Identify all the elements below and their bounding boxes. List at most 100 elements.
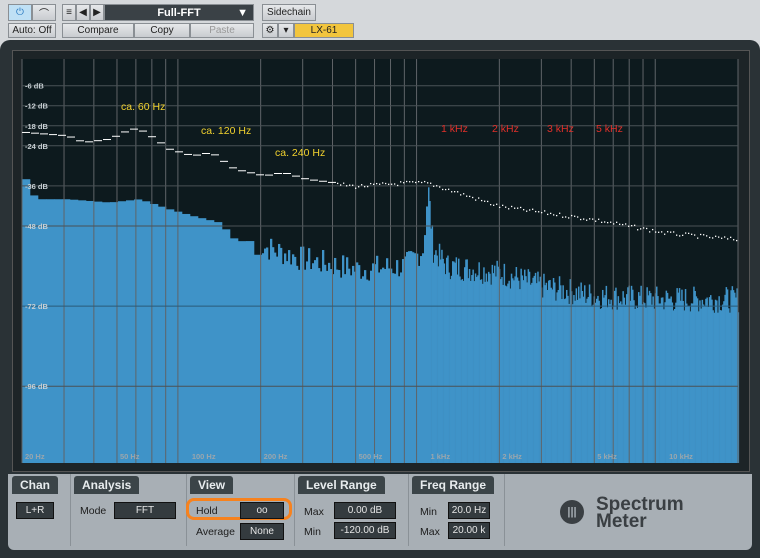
prev-preset-icon[interactable]: ◀ bbox=[76, 4, 90, 21]
spectrum-bar bbox=[513, 280, 515, 463]
spectrum-bar bbox=[551, 289, 554, 463]
bypass-curve-button[interactable]: ⌒ bbox=[32, 4, 56, 21]
peak-hold-mark bbox=[679, 235, 681, 237]
peak-hold-mark bbox=[484, 200, 486, 202]
chan-title: Chan bbox=[12, 476, 58, 494]
preset-dropdown[interactable]: Full-FFT ▼ bbox=[104, 4, 254, 21]
peak-hold-mark bbox=[637, 229, 639, 231]
hold-label: Hold bbox=[196, 505, 218, 517]
spectrum-bar bbox=[380, 269, 383, 463]
next-preset-icon[interactable]: ▶ bbox=[90, 4, 104, 21]
spectrum-bar bbox=[489, 273, 491, 463]
peak-hold-mark bbox=[562, 216, 564, 218]
spectrum-bar bbox=[278, 243, 281, 463]
spectrum-bar bbox=[430, 228, 432, 463]
spectrum-bar bbox=[198, 218, 207, 463]
spectrum-bar bbox=[546, 289, 549, 463]
mode-button[interactable]: FFT bbox=[114, 502, 176, 519]
spectrum-bar bbox=[308, 248, 311, 463]
preset-list-icon[interactable]: ≡ bbox=[62, 4, 76, 21]
peak-hold-mark bbox=[646, 227, 648, 230]
spectrum-bar bbox=[454, 262, 456, 463]
level-range-section: Level Range Max 0.00 dB Min -120.00 dB bbox=[294, 474, 409, 546]
spectrum-bar bbox=[730, 290, 732, 463]
y-tick-label: -12 dB bbox=[25, 102, 49, 111]
spectrum-bar bbox=[650, 293, 652, 463]
peak-hold-mark bbox=[418, 180, 420, 183]
spectrum-bar bbox=[376, 255, 379, 463]
compare-button[interactable]: Compare bbox=[62, 23, 134, 38]
device-label[interactable]: LX-61 bbox=[294, 23, 354, 38]
paste-button[interactable]: Paste bbox=[190, 23, 254, 38]
x-tick-label: 100 Hz bbox=[192, 452, 216, 461]
sidechain-button[interactable]: Sidechain bbox=[262, 4, 316, 21]
power-button[interactable]: ⏻ bbox=[8, 4, 32, 21]
peak-hold-mark bbox=[541, 211, 543, 214]
hold-button[interactable]: oo bbox=[240, 502, 284, 519]
x-tick-label: 2 kHz bbox=[502, 452, 522, 461]
spectrum-bar bbox=[627, 287, 629, 463]
peak-hold-mark bbox=[676, 234, 678, 236]
spectrum-bar bbox=[519, 289, 521, 463]
peak-hold-mark bbox=[631, 225, 633, 227]
peak-hold-mark bbox=[571, 214, 573, 217]
spectrum-bar bbox=[500, 279, 502, 463]
spectrum-bar bbox=[392, 273, 395, 463]
spectrum-bar bbox=[340, 277, 343, 463]
average-button[interactable]: None bbox=[240, 523, 284, 540]
automation-button[interactable]: Auto: Off bbox=[8, 23, 56, 38]
spectrum-bar bbox=[432, 262, 435, 463]
spectrum-bar bbox=[338, 270, 341, 463]
spectrum-bar bbox=[118, 201, 127, 463]
peak-hold-mark bbox=[478, 197, 480, 199]
control-panel: Chan L+R Analysis Mode FFT View Hold oo … bbox=[8, 474, 752, 550]
x-tick-label: 500 Hz bbox=[359, 452, 383, 461]
peak-hold-mark bbox=[640, 228, 642, 230]
spectrum-bar bbox=[713, 312, 716, 463]
device-dropdown-icon[interactable]: ▾ bbox=[278, 23, 294, 38]
spectrum-bar bbox=[626, 294, 628, 463]
peak-hold-mark bbox=[469, 195, 471, 198]
peak-hold-mark bbox=[514, 207, 516, 209]
spectrum-bar bbox=[292, 254, 295, 463]
spectrum-bar bbox=[597, 295, 599, 463]
spectrum-bar bbox=[568, 303, 570, 463]
spectrum-bar bbox=[578, 286, 580, 463]
spectrum-bar bbox=[384, 269, 387, 463]
copy-button[interactable]: Copy bbox=[134, 23, 190, 38]
spectrum-bar bbox=[22, 179, 31, 463]
spectrum-bar bbox=[726, 289, 729, 463]
freq-min-field[interactable]: 20.0 Hz bbox=[448, 502, 490, 519]
annotation: 3 kHz bbox=[547, 123, 574, 135]
peak-hold-mark bbox=[547, 213, 549, 216]
gear-icon[interactable]: ⚙ bbox=[262, 23, 278, 38]
peak-hold-mark bbox=[487, 200, 489, 203]
spectrum-bar bbox=[497, 266, 500, 463]
spectrum-bar bbox=[502, 284, 504, 463]
peak-hold-mark bbox=[352, 184, 354, 186]
spectrum-bar bbox=[404, 256, 407, 463]
peak-hold-mark bbox=[508, 208, 510, 210]
spectrum-bar bbox=[510, 273, 513, 463]
peak-hold-mark bbox=[712, 237, 714, 239]
level-max-field[interactable]: 0.00 dB bbox=[334, 502, 396, 519]
spectrum-bar bbox=[495, 276, 497, 463]
peak-hold-mark bbox=[457, 191, 459, 193]
spectrum-bar bbox=[134, 199, 143, 464]
peak-hold-mark bbox=[694, 234, 696, 236]
spectrum-bar bbox=[412, 252, 415, 463]
spectrum-bar bbox=[479, 279, 482, 463]
freq-max-field[interactable]: 20.00 k bbox=[448, 522, 490, 539]
spectrum-bar bbox=[86, 200, 95, 463]
peak-hold-mark bbox=[709, 236, 711, 239]
spectrum-bar bbox=[491, 264, 494, 463]
spectrum-bar bbox=[688, 306, 690, 463]
spectrum-bar bbox=[102, 202, 111, 463]
spectrum-bar bbox=[660, 297, 663, 463]
level-min-field[interactable]: -120.00 dB bbox=[334, 522, 396, 539]
spectrum-bar bbox=[736, 288, 738, 463]
peak-hold-mark bbox=[715, 235, 717, 237]
peak-hold-mark bbox=[538, 211, 540, 213]
spectrum-bar bbox=[473, 281, 476, 463]
channel-button[interactable]: L+R bbox=[16, 502, 54, 519]
